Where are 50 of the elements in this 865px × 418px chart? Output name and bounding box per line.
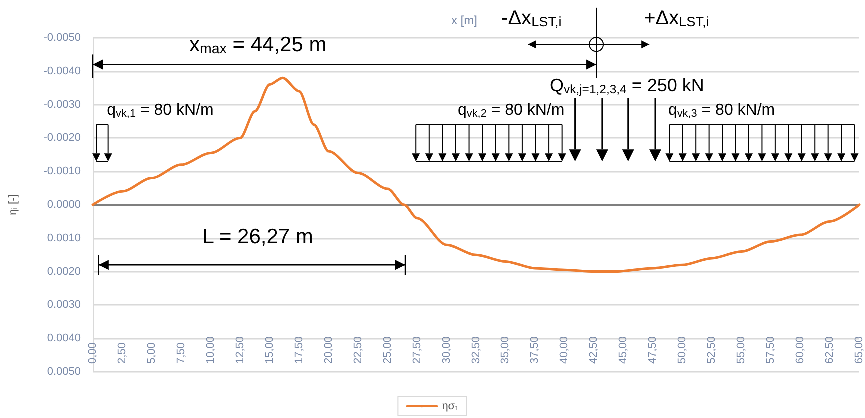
y-tick-label: -0.0030	[44, 98, 81, 111]
x-tick-label: 47,50	[647, 336, 660, 364]
x-tick-label: 27,50	[411, 336, 424, 364]
x-tick-label: 20,00	[322, 336, 335, 364]
x-tick-label: 17,50	[293, 336, 306, 364]
x-tick-label: 5,00	[146, 342, 158, 364]
x-tick-label: 15,00	[264, 336, 276, 364]
y-tick-label: 0.0050	[47, 366, 81, 378]
x-tick-label: 25,00	[382, 336, 394, 364]
x-tick-label: 50,00	[676, 336, 689, 364]
x-tick-label: 30,00	[440, 336, 453, 364]
x-tick-label: 0,00	[87, 342, 99, 364]
x-tick-label: 37,50	[529, 336, 542, 364]
y-tick-label: 0.0030	[47, 299, 81, 312]
text: +Δx$_{LST,i}$	[644, 8, 710, 30]
annotation: q$_{vk,2}$ = 80 kN/m	[458, 102, 565, 120]
y-tick-label: 0.0000	[47, 199, 81, 211]
x-tick-label: 55,00	[736, 336, 748, 364]
x-tick-label: 12,50	[234, 336, 246, 364]
y-tick-label: 0.0020	[47, 266, 81, 278]
x-axis-title: x [m]	[451, 14, 478, 28]
y-tick-label: 0.0010	[47, 232, 81, 244]
y-axis-title: ηᵢ [-]	[8, 194, 20, 216]
x-tick-label: 22,50	[352, 336, 364, 364]
annotation: q$_{vk,1}$ = 80 kN/m	[107, 102, 214, 120]
y-tick-label: -0.0010	[44, 166, 81, 178]
text: -Δx$_{LST,i}$	[502, 8, 562, 30]
x-tick-label: 52,50	[706, 336, 718, 364]
x-tick-label: 62,50	[824, 336, 836, 364]
y-tick-label: -0.0020	[44, 132, 81, 144]
legend-label: ησ₁	[442, 400, 460, 412]
annotation: L = 26,27 m	[202, 225, 314, 248]
x-tick-label: 40,00	[558, 336, 571, 364]
annotation: x$_{max}$ = 44,25 m	[189, 33, 327, 58]
annotation: q$_{vk,3}$ = 80 kN/m	[668, 102, 776, 120]
x-tick-label: 10,00	[204, 336, 217, 364]
x-tick-label: 65,00	[854, 336, 865, 364]
annotation: Q$_{vk,j=1,2,3,4}$ = 250 kN	[550, 75, 704, 96]
y-tick-label: -0.0050	[44, 32, 81, 44]
y-tick-label: 0.0040	[47, 332, 81, 345]
x-tick-label: 7,50	[175, 342, 188, 364]
x-tick-label: 32,50	[470, 336, 482, 364]
x-tick-label: 60,00	[794, 336, 807, 364]
x-tick-label: 35,00	[500, 336, 512, 364]
x-tick-label: 42,50	[588, 336, 600, 364]
x-tick-label: 57,50	[765, 336, 778, 364]
x-tick-label: 2,50	[116, 342, 128, 364]
x-tick-label: 45,00	[618, 336, 630, 364]
line-series	[92, 76, 861, 274]
y-tick-label: -0.0040	[44, 65, 81, 78]
